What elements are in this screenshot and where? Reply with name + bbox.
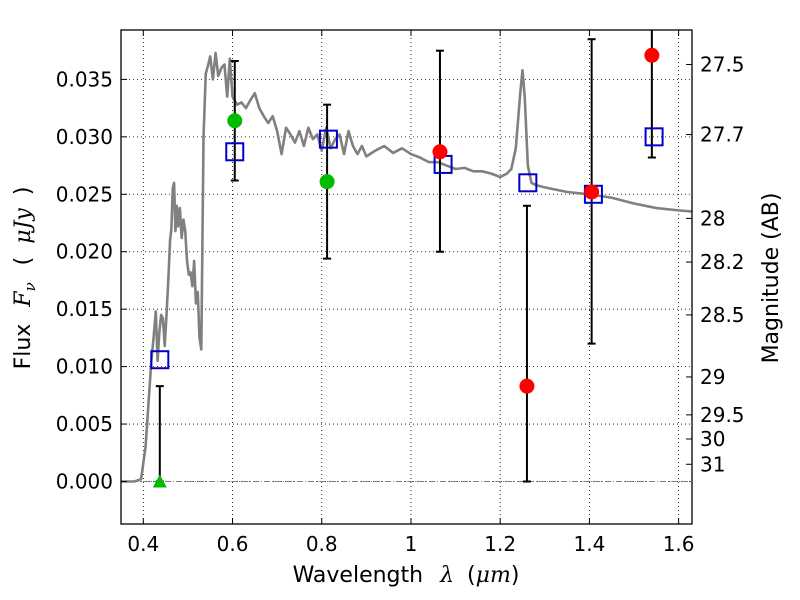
x-tick-label: 0.8 — [306, 532, 338, 556]
detected-flux-point — [644, 47, 660, 63]
y-axis-label-text: Flux — [11, 324, 36, 370]
right-tick-label: 28.5 — [700, 303, 745, 327]
right-tick-label: 29.5 — [700, 403, 745, 427]
optical-flux-point — [319, 174, 335, 190]
right-axis-label: Magnitude (AB) — [759, 193, 784, 364]
right-tick-label: 29 — [700, 365, 725, 389]
x-axis-label-unit-close: ) — [511, 563, 520, 588]
plot-frame — [120, 29, 693, 525]
upper-limit-triangle — [152, 474, 167, 488]
y-axis-label: Flux Fν ( μJy ) — [11, 187, 41, 370]
model-flux-square — [644, 127, 664, 147]
optical-flux-point — [227, 113, 243, 129]
y-axis-label-unit: μJy — [11, 208, 36, 244]
right-tick-label: 27.7 — [700, 123, 745, 147]
x-axis-label-symbol: λ — [439, 563, 454, 588]
detected-flux-point — [584, 184, 600, 200]
data-markers — [150, 47, 664, 488]
y-tick-label: 0.035 — [56, 67, 113, 91]
y-tick-label: 0.015 — [56, 297, 113, 321]
model-flux-square — [318, 129, 338, 149]
x-axis-label: Wavelength λ (μm) — [293, 563, 520, 588]
x-tick-label: 1 — [405, 532, 418, 556]
right-tick-label: 28.2 — [700, 250, 745, 274]
axis-ticks: 0.4 0.6 0.8 1 1.2 1.4 1.6 0.000 0.005 0.010 0.015 0… — [56, 30, 745, 556]
x-tick-label: 0.6 — [217, 532, 249, 556]
y-axis-label-symbol: F — [11, 291, 36, 308]
model-flux-square — [225, 142, 245, 162]
x-tick-label: 1.2 — [484, 532, 516, 556]
y-axis-label-unit-open: ( — [11, 257, 36, 266]
x-axis-label-unit-open: ( — [467, 563, 476, 588]
x-tick-label: 0.4 — [127, 532, 159, 556]
y-tick-label: 0.005 — [56, 412, 113, 436]
y-axis-label-subscript: ν — [21, 282, 39, 291]
model-flux-square — [150, 350, 170, 370]
x-axis-label-unit: μm — [476, 563, 511, 588]
right-tick-label: 28 — [700, 206, 725, 230]
y-tick-label: 0.010 — [56, 355, 113, 379]
detected-flux-point — [432, 144, 448, 160]
right-tick-label: 30 — [700, 427, 725, 451]
x-axis-label-text: Wavelength — [293, 563, 424, 588]
model-flux-square — [518, 173, 538, 193]
y-tick-label: 0.000 — [56, 469, 113, 493]
y-tick-label: 0.020 — [56, 240, 113, 264]
y-axis-label-unit-close: ) — [11, 187, 36, 196]
detected-flux-point — [519, 378, 535, 394]
right-tick-label: 31 — [700, 452, 725, 476]
y-tick-label: 0.025 — [56, 182, 113, 206]
y-tick-label: 0.030 — [56, 125, 113, 149]
sed-curve — [121, 51, 692, 483]
right-tick-label: 27.5 — [700, 52, 745, 76]
x-tick-label: 1.6 — [663, 532, 695, 556]
x-tick-label: 1.4 — [573, 532, 605, 556]
